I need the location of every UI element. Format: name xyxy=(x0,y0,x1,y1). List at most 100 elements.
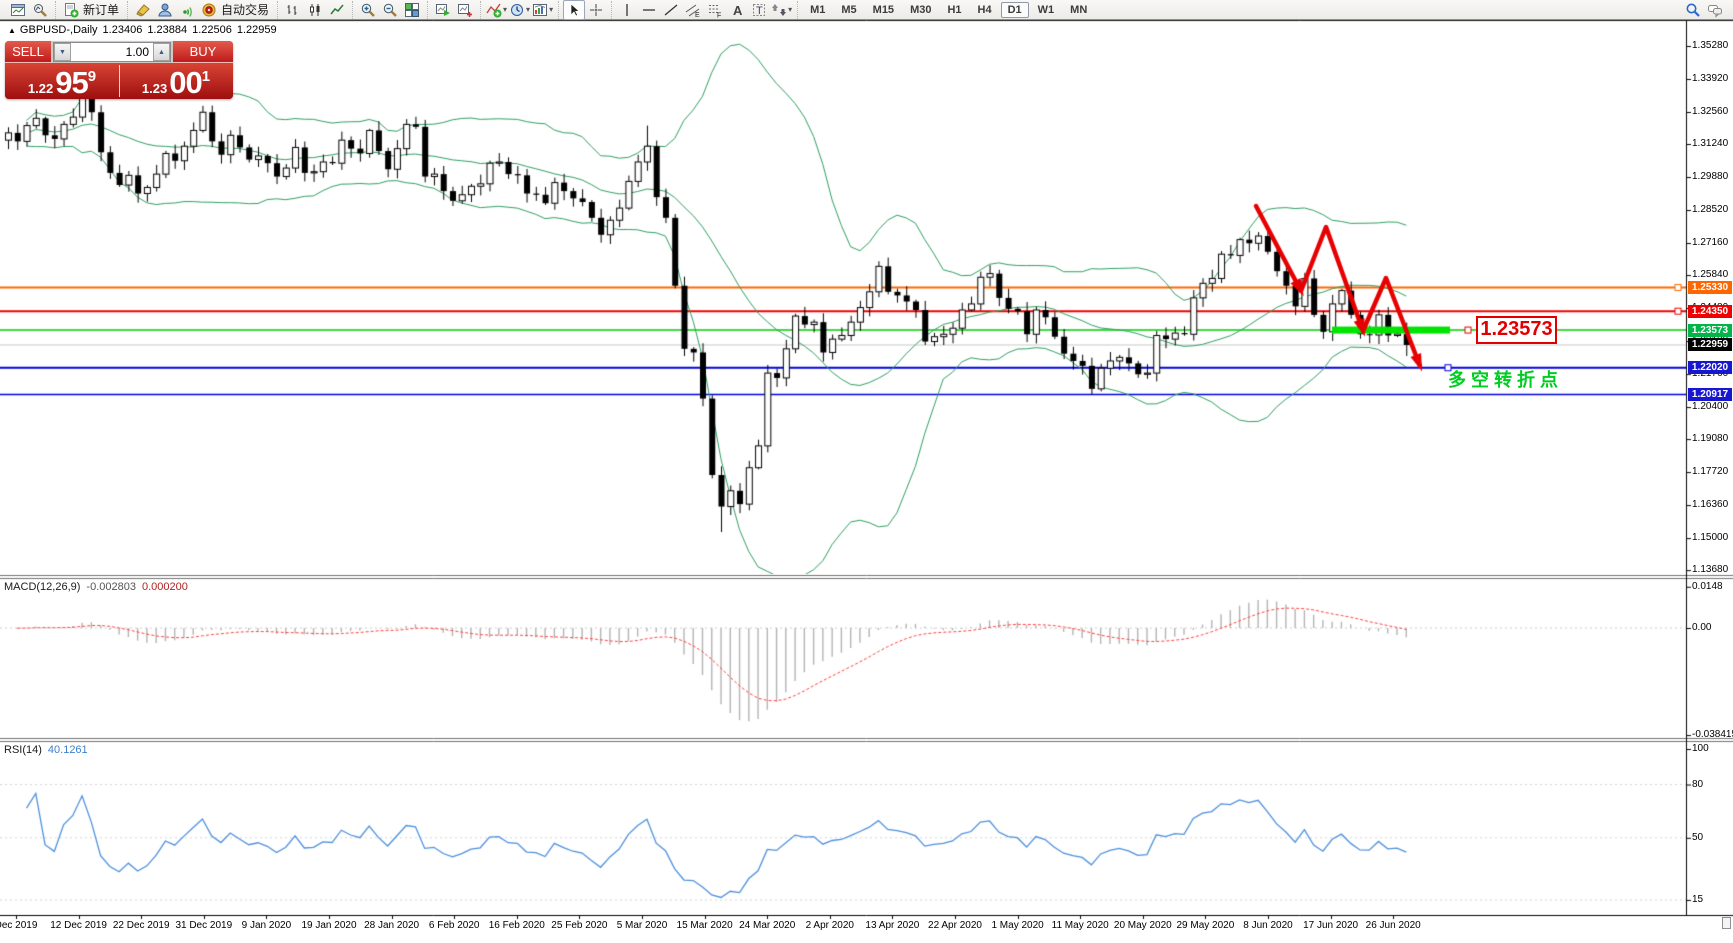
date-axis-label: 15 Mar 2020 xyxy=(676,920,733,931)
price-scale-tick: 1.35280 xyxy=(1692,40,1729,51)
price-scale-tick: 1.31240 xyxy=(1692,138,1729,150)
timeframe-m1-button[interactable]: M1 xyxy=(810,3,826,16)
shapes-button[interactable]: ▾ xyxy=(770,0,793,20)
timeframe-d1-button[interactable]: D1 xyxy=(1000,1,1029,18)
new-order-label[interactable]: 新订单 xyxy=(83,3,120,17)
eraser-icon xyxy=(135,2,151,18)
dropdown-arrow-icon[interactable]: ▾ xyxy=(503,5,508,14)
timeframe-w1-button[interactable]: W1 xyxy=(1037,3,1055,16)
timeframe-m15-button[interactable]: M15 xyxy=(872,3,895,16)
price-scale-tick: 1.13680 xyxy=(1692,564,1729,576)
toolbar-right-icons xyxy=(1682,0,1730,20)
dropdown-arrow-icon[interactable]: ▾ xyxy=(526,5,531,14)
macd-scale-tick: -0.038415 xyxy=(1692,729,1733,741)
date-axis-label: 29 May 2020 xyxy=(1176,920,1235,931)
vertical-line-button[interactable] xyxy=(616,0,638,20)
date-axis-label: 13 Apr 2020 xyxy=(865,920,920,931)
tile-windows-button[interactable] xyxy=(401,0,423,20)
timeframe-h4-button[interactable]: H4 xyxy=(977,3,992,16)
zoom-in-icon xyxy=(360,2,376,18)
timeframe-m5-button[interactable]: M5 xyxy=(841,3,857,16)
text-button[interactable]: A xyxy=(726,0,748,20)
volume-decrease-button[interactable]: ▼ xyxy=(54,43,71,61)
signal-icon xyxy=(179,2,195,18)
line-chart-button[interactable] xyxy=(326,0,348,20)
price-scale-tick: 1.16360 xyxy=(1692,499,1729,511)
fibonacci-icon: F xyxy=(707,2,723,18)
macd-panel-splitter[interactable] xyxy=(0,574,1733,580)
candlestick-chart-button[interactable] xyxy=(304,0,326,20)
new-order-button[interactable] xyxy=(60,0,82,20)
tile-windows-icon xyxy=(404,2,420,18)
autotrading-button[interactable] xyxy=(198,0,220,20)
indicators-button[interactable]: ▾ xyxy=(485,0,508,20)
price-level-label: 1.20917 xyxy=(1688,388,1732,402)
rsi-panel-splitter[interactable] xyxy=(0,737,1733,743)
chat-button[interactable] xyxy=(1704,0,1726,20)
macd-label: MACD(12,26,9) xyxy=(4,581,81,593)
line-chart-icon xyxy=(329,2,345,18)
chart-add-button[interactable] xyxy=(454,0,476,20)
date-axis-label: 5 Mar 2020 xyxy=(616,920,668,931)
date-axis-label: 24 Mar 2020 xyxy=(739,920,796,931)
crosshair-button[interactable] xyxy=(585,0,607,20)
bar-chart-button[interactable] xyxy=(282,0,304,20)
buy-price-prefix: 1.23 xyxy=(141,81,168,96)
chart-play-button[interactable] xyxy=(432,0,454,20)
date-axis-label: 11 May 2020 xyxy=(1051,920,1109,931)
dropdown-arrow-icon[interactable]: ▾ xyxy=(788,5,793,14)
channel-button[interactable]: E xyxy=(682,0,704,20)
buy-price[interactable]: 1.23 00 1 xyxy=(119,63,233,99)
eraser-button[interactable] xyxy=(132,0,154,20)
shapes-icon xyxy=(771,2,787,18)
date-axis-label: 9 Jan 2020 xyxy=(241,920,292,931)
horizontal-line-button[interactable] xyxy=(638,0,660,20)
volume-increase-button[interactable]: ▲ xyxy=(153,43,170,61)
zoom-out-icon xyxy=(382,2,398,18)
volume-input[interactable]: 1.00 xyxy=(125,45,149,59)
text-label-button[interactable]: T xyxy=(748,0,770,20)
chart-window-button[interactable] xyxy=(7,0,29,20)
zoom-out-button[interactable] xyxy=(379,0,401,20)
periods-clock-button[interactable]: ▾ xyxy=(508,0,531,20)
price-scale-tick: 1.27160 xyxy=(1692,237,1729,249)
date-axis-label: 6 Feb 2020 xyxy=(428,920,480,931)
zoom-in-button[interactable] xyxy=(357,0,379,20)
price-callout-label[interactable]: 1.23573 xyxy=(1476,316,1557,344)
tick-chart-button[interactable] xyxy=(29,0,51,20)
sell-price[interactable]: 1.22 95 9 xyxy=(5,63,119,99)
chart-symbol-label: GBPUSD-,Daily xyxy=(19,24,98,36)
tick-chart-icon xyxy=(32,2,48,18)
volume-stepper: ▼ 1.00 ▲ xyxy=(51,41,173,63)
chart-header: ▲ GBPUSD-,Daily 1.23406 1.23884 1.22506 1.229… xyxy=(8,24,282,36)
price-scale-tick: 1.29880 xyxy=(1692,171,1729,183)
ohlc-open: 1.23406 xyxy=(102,24,143,36)
trend-line-button[interactable] xyxy=(660,0,682,20)
cursor-button[interactable] xyxy=(563,0,586,20)
signal-button[interactable] xyxy=(176,0,198,20)
dropdown-arrow-icon[interactable]: ▾ xyxy=(549,5,554,14)
template-button[interactable]: ▾ xyxy=(531,0,554,20)
price-level-label: 1.22959 xyxy=(1688,338,1732,352)
search-button[interactable] xyxy=(1682,0,1704,20)
ohlc-close: 1.22959 xyxy=(236,24,277,36)
turning-point-annotation[interactable]: 多空转折点 xyxy=(1448,370,1563,390)
timeframe-m30-button[interactable]: M30 xyxy=(910,3,932,16)
profile-icon xyxy=(157,2,173,18)
buy-button[interactable]: BUY xyxy=(173,41,233,63)
timeframe-h1-button[interactable]: H1 xyxy=(947,3,962,16)
date-axis-label: 22 Dec 2019 xyxy=(112,920,170,931)
date-axis-label: 16 Feb 2020 xyxy=(488,920,545,931)
price-scale-tick: 1.15000 xyxy=(1692,532,1729,544)
profile-button[interactable] xyxy=(154,0,176,20)
toolbar-group xyxy=(352,0,427,20)
svg-text:T: T xyxy=(756,5,763,17)
sell-button[interactable]: SELL xyxy=(5,41,51,63)
fibonacci-button[interactable]: F xyxy=(704,0,726,20)
autotrading-icon xyxy=(201,2,217,18)
trend-line-icon xyxy=(663,2,679,18)
chart-window-icon xyxy=(10,2,26,18)
autotrading-label[interactable]: 自动交易 xyxy=(221,3,270,17)
timeframe-mn-button[interactable]: MN xyxy=(1070,3,1088,16)
